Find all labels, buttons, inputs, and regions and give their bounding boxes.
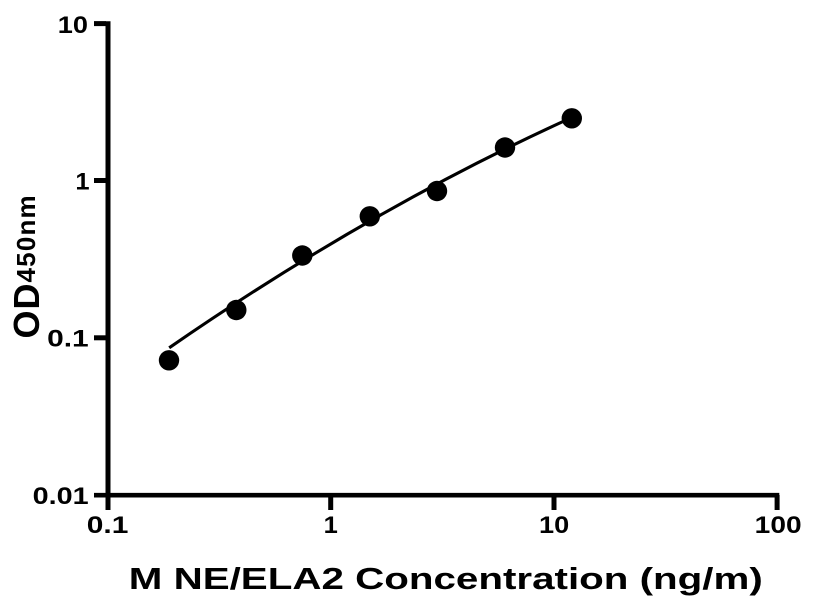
svg-text:0.1: 0.1	[47, 325, 89, 352]
svg-text:0.01: 0.01	[33, 483, 89, 510]
svg-text:0.1: 0.1	[87, 512, 129, 539]
svg-text:M NE/ELA2 Concentration (ng/m): M NE/ELA2 Concentration (ng/m)	[129, 562, 763, 596]
svg-text:OD450nm: OD450nm	[6, 194, 47, 338]
svg-text:10: 10	[58, 12, 88, 39]
svg-text:1: 1	[75, 168, 89, 195]
svg-text:1: 1	[324, 512, 338, 539]
svg-text:10: 10	[539, 512, 569, 539]
svg-text:100: 100	[755, 512, 802, 539]
